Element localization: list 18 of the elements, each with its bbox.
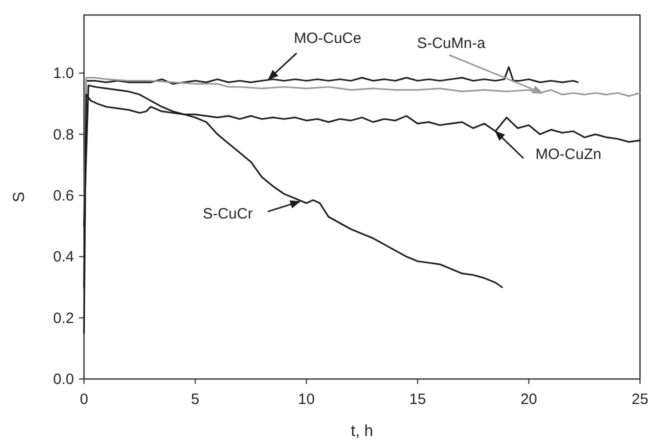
x-tick-label: 5 — [191, 391, 200, 408]
x-tick-label: 25 — [632, 391, 648, 408]
annotation: S-CuCr — [202, 206, 253, 223]
y-tick-label: 0.0 — [53, 371, 74, 388]
x-axis-title: t, h — [350, 423, 374, 440]
annotation: MO-CuCe — [294, 30, 362, 48]
y-tick-label: 1.0 — [53, 65, 74, 82]
annotation: MO-CuZn — [536, 146, 602, 164]
y-tick-label: 0.6 — [53, 187, 74, 204]
x-tick-label: 10 — [298, 391, 315, 408]
x-tick-label: 20 — [520, 391, 538, 408]
x-tick-label: 15 — [409, 391, 426, 408]
y-tick-label: 0.2 — [53, 310, 74, 327]
y-tick-label: 0.4 — [53, 248, 74, 266]
x-tick-label: 0 — [80, 391, 88, 408]
y-axis-title: S — [11, 192, 28, 202]
y-tick-label: 0.8 — [53, 126, 74, 144]
annotation: S-CuMn-a — [416, 35, 486, 52]
